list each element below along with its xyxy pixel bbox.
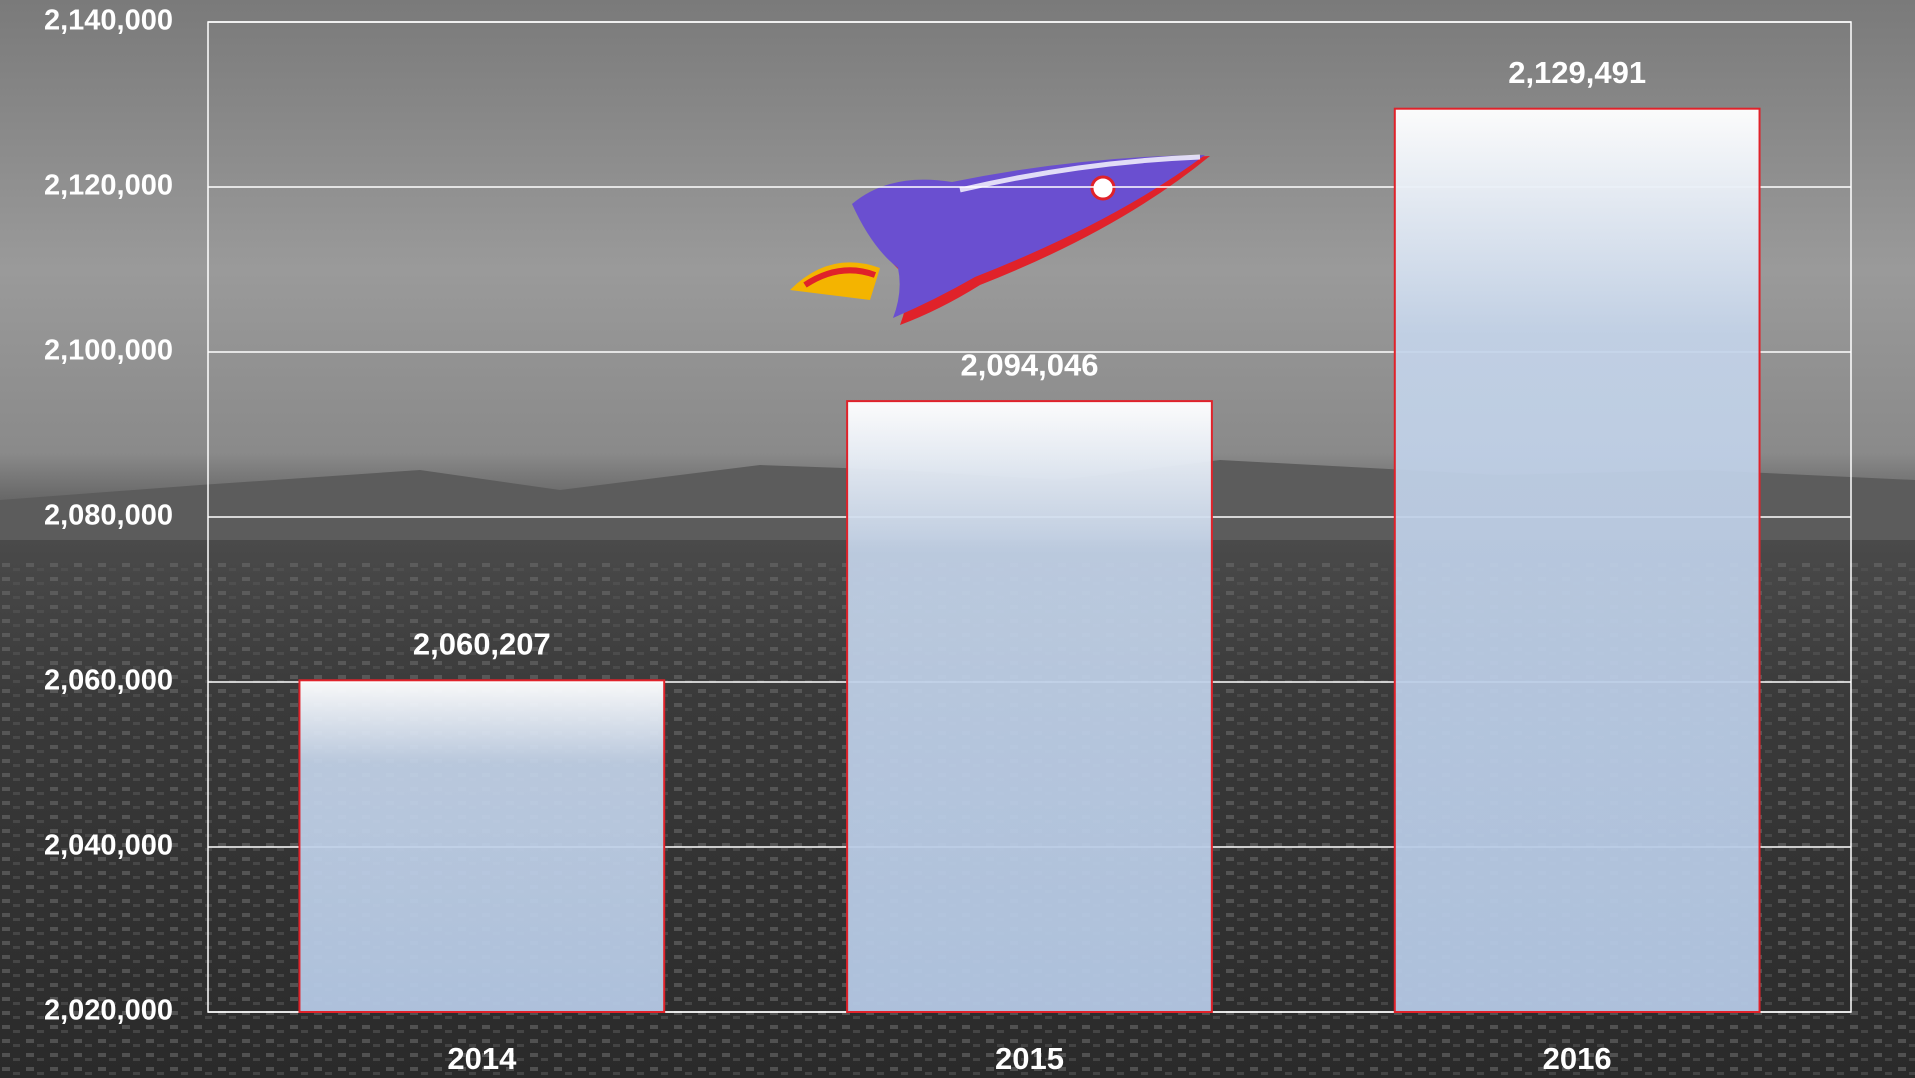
y-tick-label: 2,060,000 [44,665,173,697]
x-tick-label: 2015 [995,1041,1064,1076]
value-label: 2,094,046 [961,347,1099,382]
y-tick-label: 2,040,000 [44,830,173,862]
y-tick-label: 2,100,000 [44,335,173,367]
y-tick-label: 2,140,000 [44,5,173,37]
y-tick-label: 2,120,000 [44,170,173,202]
x-tick-label: 2016 [1543,1041,1612,1076]
value-label: 2,129,491 [1508,55,1646,90]
y-tick-label: 2,080,000 [44,500,173,532]
x-tick-label: 2014 [447,1041,517,1076]
y-tick-label: 2,020,000 [44,995,173,1027]
bar [298,679,666,1013]
bar [1393,107,1761,1013]
rocket [790,154,1210,325]
value-label: 2,060,207 [413,626,551,661]
bar [846,400,1213,1014]
